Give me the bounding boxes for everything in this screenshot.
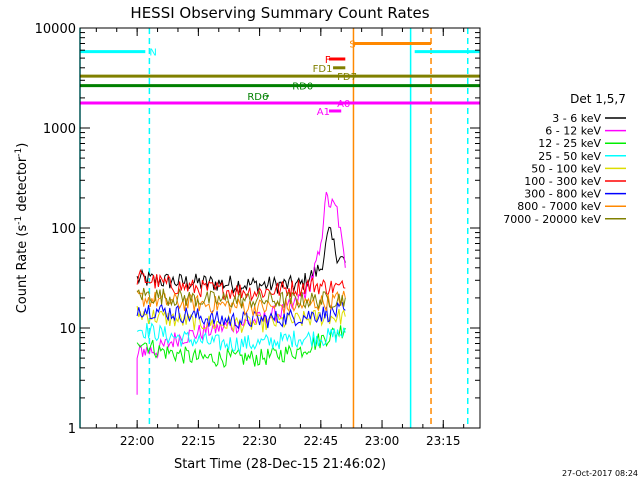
y-tick-label-0: 1	[68, 422, 76, 437]
chart-title: HESSI Observing Summary Count Rates	[130, 4, 429, 22]
series-line-8	[136, 287, 346, 309]
flag-label-rd0: RD0	[292, 82, 313, 93]
x-tick-label-3: 22:45	[304, 434, 339, 448]
x-tick-label-5: 23:15	[426, 434, 461, 448]
legend-label-6: 300 - 800 keV	[524, 188, 601, 201]
y-tick-label-2: 100	[51, 222, 76, 237]
legend-label-5: 100 - 300 keV	[524, 175, 601, 188]
legend-label-8: 7000 - 20000 keV	[503, 213, 601, 226]
flag-label-fd7: FD7	[337, 72, 357, 83]
series-lines	[136, 191, 346, 395]
y-tick-label-3: 1000	[43, 122, 76, 137]
flag-label-a0: A0	[337, 99, 350, 110]
x-axis-label: Start Time (28-Dec-15 21:46:02)	[174, 457, 386, 472]
legend-label-4: 50 - 100 keV	[531, 162, 601, 175]
legend-label-1: 6 - 12 keV	[545, 125, 601, 138]
flag-label-a1: A1	[317, 107, 330, 118]
x-tick-label-4: 23:00	[365, 434, 400, 448]
series-line-5	[136, 268, 346, 302]
legend-title: Det 1,5,7	[570, 92, 626, 106]
y-tick-label-1: 10	[59, 322, 76, 337]
series-line-3	[136, 322, 346, 355]
x-tick-label-2: 22:30	[242, 434, 277, 448]
legend-label-7: 800 - 7000 keV	[517, 200, 601, 213]
x-tick-label-1: 22:15	[181, 434, 216, 448]
flag-label-n: N	[149, 48, 156, 59]
flag-label-f: F	[325, 55, 331, 66]
footer-timestamp: 27-Oct-2017 08:24	[562, 469, 638, 478]
flag-label-s: S	[349, 39, 355, 50]
x-tick-label-0: 22:00	[120, 434, 155, 448]
y-axis-label: Count Rate (s-1 detector-1)	[14, 143, 30, 314]
series-line-6	[136, 302, 346, 330]
legend-label-2: 12 - 25 keV	[538, 137, 601, 150]
flag-label-fd1: FD1	[313, 64, 333, 75]
flag-label-rd6: RD6	[247, 92, 268, 103]
legend-label-3: 25 - 50 keV	[538, 150, 601, 163]
series-line-0	[136, 226, 346, 295]
flag-dot-rd6	[266, 94, 269, 97]
axes: 22:00 22:15 22:30 22:45 23:00 23:15 1 10 100 1000…	[35, 22, 480, 448]
series-line-2	[136, 325, 346, 368]
legend-label-0: 3 - 6 keV	[552, 112, 601, 125]
y-tick-label-4: 10000	[35, 22, 76, 37]
series-line-4	[136, 305, 346, 333]
